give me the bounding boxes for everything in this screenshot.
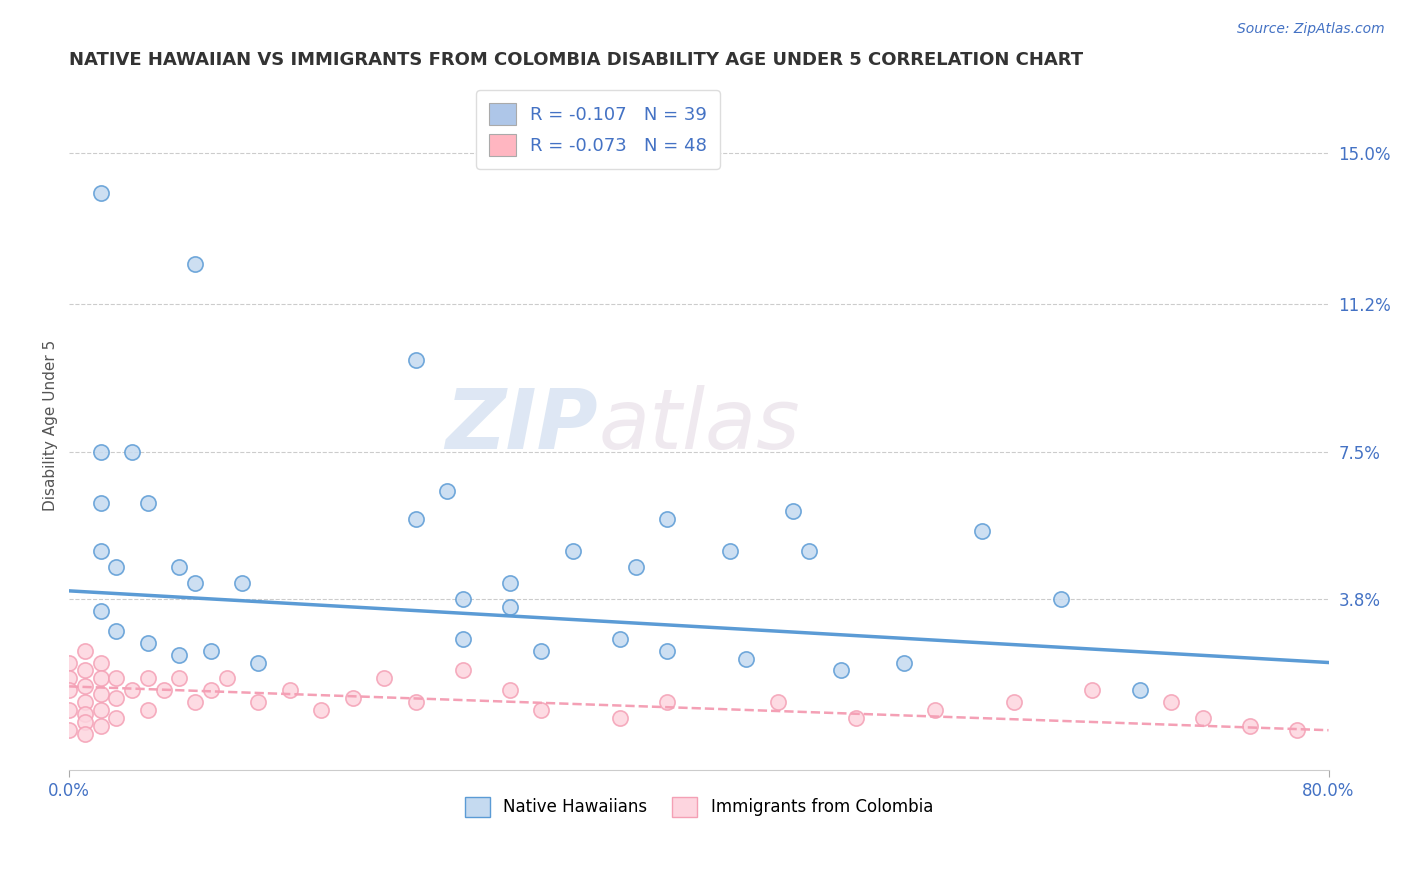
Point <box>90 719 112 733</box>
Point <box>499 599 522 614</box>
Point <box>1129 683 1152 698</box>
Point <box>766 695 789 709</box>
Point <box>845 711 868 725</box>
Text: ZIP: ZIP <box>446 385 598 467</box>
Point <box>58 672 80 686</box>
Point <box>73 695 96 709</box>
Point <box>657 643 679 657</box>
Point <box>309 703 332 717</box>
Point <box>105 672 128 686</box>
Point <box>184 575 207 590</box>
Point <box>90 703 112 717</box>
Point <box>924 703 946 717</box>
Point <box>169 672 191 686</box>
Point <box>136 496 159 510</box>
Point <box>169 560 191 574</box>
Point <box>782 504 804 518</box>
Point <box>1050 591 1073 606</box>
Point <box>58 703 80 717</box>
Point <box>609 711 631 725</box>
Point <box>231 575 253 590</box>
Point <box>1191 711 1213 725</box>
Point <box>58 723 80 738</box>
Point <box>215 672 238 686</box>
Point <box>624 560 647 574</box>
Point <box>90 604 112 618</box>
Point <box>451 591 474 606</box>
Point <box>73 715 96 730</box>
Point <box>152 683 174 698</box>
Point <box>121 683 143 698</box>
Point <box>405 695 427 709</box>
Text: Source: ZipAtlas.com: Source: ZipAtlas.com <box>1237 22 1385 37</box>
Point <box>499 575 522 590</box>
Point <box>247 695 270 709</box>
Point <box>58 656 80 670</box>
Point <box>136 635 159 649</box>
Point <box>73 664 96 678</box>
Point <box>73 680 96 694</box>
Point <box>562 544 585 558</box>
Point <box>373 672 395 686</box>
Point <box>530 643 553 657</box>
Y-axis label: Disability Age Under 5: Disability Age Under 5 <box>44 340 58 511</box>
Point <box>136 672 159 686</box>
Point <box>73 643 96 657</box>
Point <box>797 544 820 558</box>
Point <box>530 703 553 717</box>
Point <box>735 651 758 665</box>
Point <box>893 656 915 670</box>
Point <box>105 624 128 638</box>
Point <box>1286 723 1309 738</box>
Point <box>105 560 128 574</box>
Point <box>90 186 112 200</box>
Point <box>657 695 679 709</box>
Text: NATIVE HAWAIIAN VS IMMIGRANTS FROM COLOMBIA DISABILITY AGE UNDER 5 CORRELATION C: NATIVE HAWAIIAN VS IMMIGRANTS FROM COLOM… <box>69 51 1084 69</box>
Legend: Native Hawaiians, Immigrants from Colombia: Native Hawaiians, Immigrants from Colomb… <box>458 790 939 823</box>
Point <box>451 632 474 646</box>
Point <box>342 691 364 706</box>
Point <box>972 524 994 538</box>
Point <box>1002 695 1025 709</box>
Point <box>200 683 222 698</box>
Point <box>200 643 222 657</box>
Point <box>121 444 143 458</box>
Point <box>90 444 112 458</box>
Point <box>247 656 270 670</box>
Point <box>169 648 191 662</box>
Point <box>90 687 112 701</box>
Point <box>657 512 679 526</box>
Point <box>184 257 207 271</box>
Text: atlas: atlas <box>598 385 800 467</box>
Point <box>278 683 301 698</box>
Point <box>718 544 741 558</box>
Point <box>1239 719 1261 733</box>
Point <box>830 664 852 678</box>
Point <box>90 496 112 510</box>
Point <box>58 683 80 698</box>
Point <box>1160 695 1182 709</box>
Point <box>436 484 458 499</box>
Point <box>609 632 631 646</box>
Point <box>90 544 112 558</box>
Point <box>451 664 474 678</box>
Point <box>90 672 112 686</box>
Point <box>90 656 112 670</box>
Point <box>105 711 128 725</box>
Point <box>184 695 207 709</box>
Point <box>1081 683 1104 698</box>
Point <box>405 353 427 368</box>
Point <box>73 727 96 741</box>
Point <box>105 691 128 706</box>
Point <box>405 512 427 526</box>
Point <box>136 703 159 717</box>
Point <box>73 707 96 722</box>
Point <box>499 683 522 698</box>
